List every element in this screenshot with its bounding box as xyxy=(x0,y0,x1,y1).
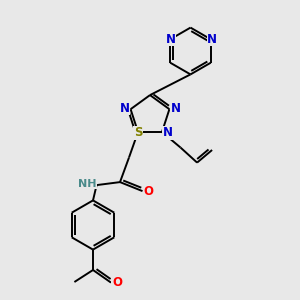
Text: S: S xyxy=(134,126,142,139)
Text: N: N xyxy=(207,33,217,46)
Text: O: O xyxy=(143,184,154,198)
Text: N: N xyxy=(120,102,130,115)
Text: O: O xyxy=(112,276,122,289)
Text: NH: NH xyxy=(78,178,97,189)
Text: N: N xyxy=(166,33,176,46)
Text: N: N xyxy=(170,102,180,115)
Text: N: N xyxy=(163,126,173,140)
